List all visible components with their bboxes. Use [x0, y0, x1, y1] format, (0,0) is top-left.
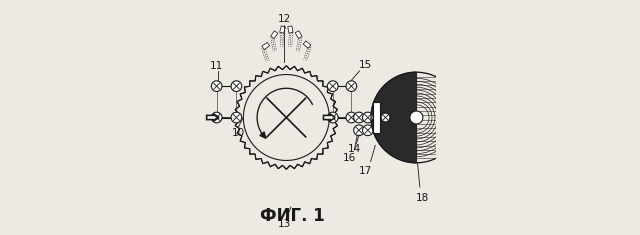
Text: 18: 18 [415, 193, 429, 203]
Circle shape [328, 112, 338, 123]
Circle shape [354, 125, 364, 136]
Circle shape [346, 112, 356, 123]
Polygon shape [234, 66, 338, 169]
Circle shape [211, 81, 222, 91]
Polygon shape [207, 114, 219, 121]
Circle shape [362, 112, 373, 123]
Circle shape [346, 81, 356, 91]
Bar [373, 102, 380, 133]
Polygon shape [288, 26, 293, 33]
Circle shape [328, 81, 338, 91]
Polygon shape [262, 42, 269, 50]
Circle shape [231, 81, 242, 91]
Circle shape [410, 111, 423, 124]
Text: 15: 15 [358, 60, 372, 70]
Polygon shape [295, 31, 302, 39]
Text: 12: 12 [277, 14, 291, 24]
Circle shape [231, 112, 242, 123]
Circle shape [211, 112, 222, 123]
Text: 11: 11 [209, 61, 223, 71]
Polygon shape [371, 72, 417, 163]
Text: 14: 14 [348, 144, 361, 154]
Circle shape [381, 113, 390, 122]
Text: ФИГ. 1: ФИГ. 1 [260, 208, 324, 226]
Circle shape [354, 112, 364, 123]
Polygon shape [280, 26, 285, 33]
Circle shape [362, 125, 373, 136]
Text: 13: 13 [277, 219, 291, 229]
Circle shape [243, 74, 330, 161]
Polygon shape [260, 132, 266, 138]
Polygon shape [271, 31, 278, 39]
Text: 10: 10 [232, 128, 245, 138]
Text: 17: 17 [358, 166, 372, 176]
Polygon shape [303, 41, 311, 48]
Text: 16: 16 [343, 153, 356, 163]
Polygon shape [323, 114, 335, 121]
